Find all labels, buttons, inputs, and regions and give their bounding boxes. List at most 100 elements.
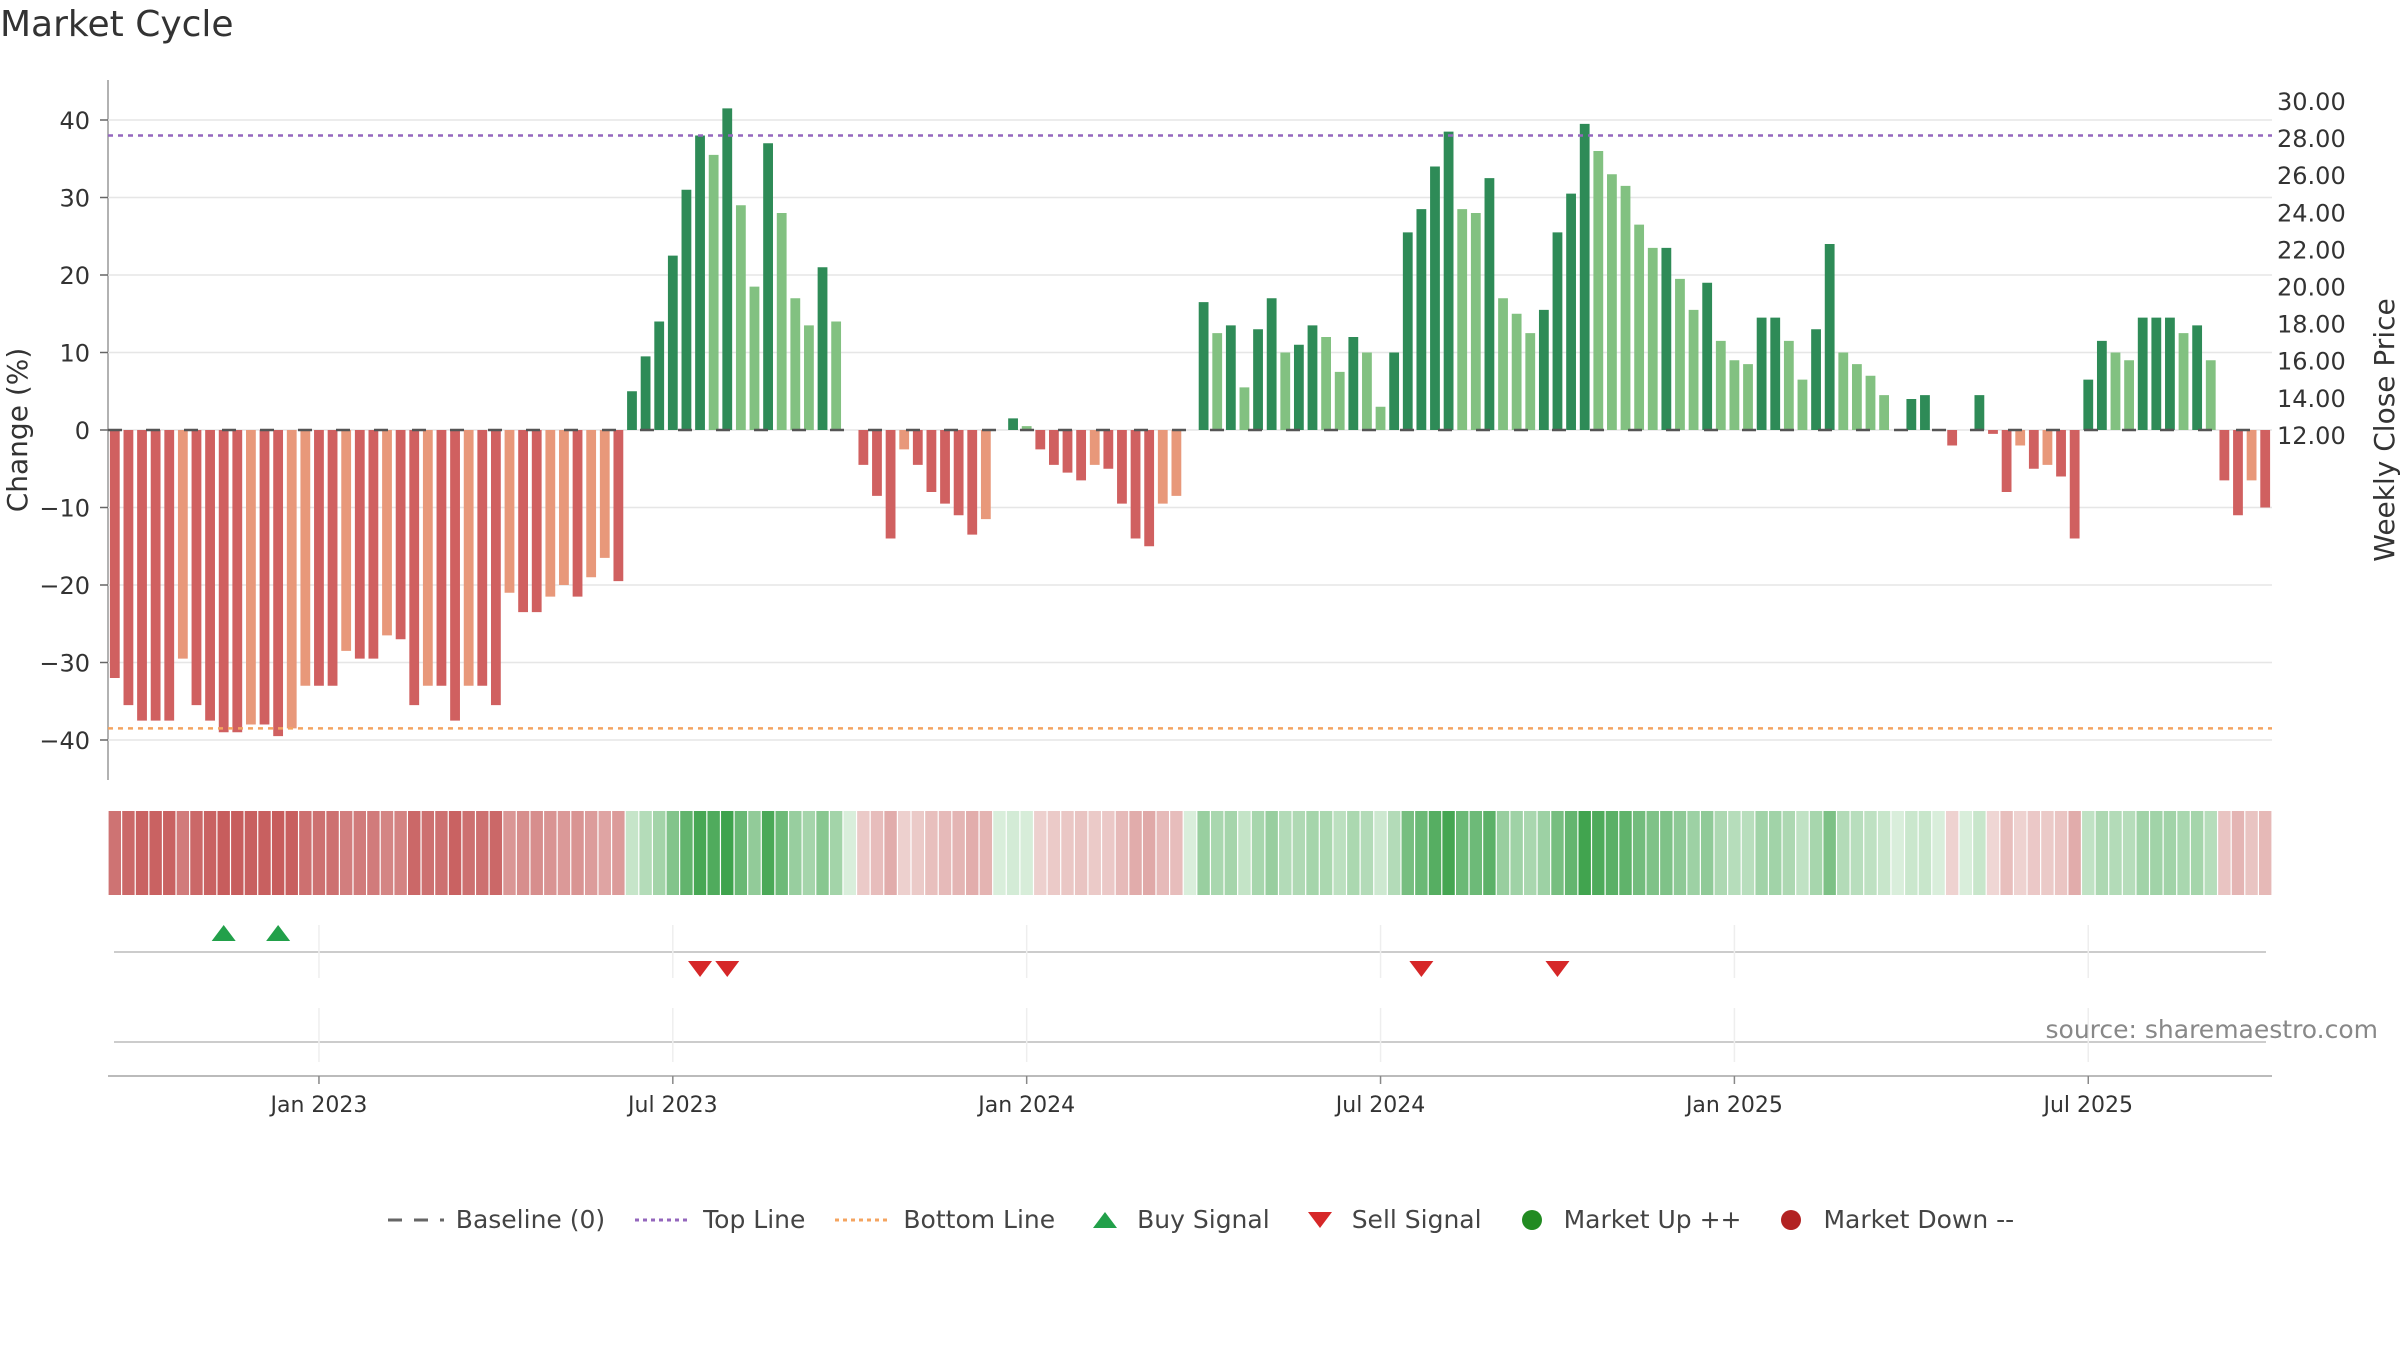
heat-cell [816,811,829,895]
bar [1266,298,1277,430]
bar [749,286,760,430]
heat-cell [1973,811,1986,895]
y-tick-label: 20 [59,262,90,290]
bar [599,430,610,558]
bar [735,205,746,430]
green-dot-icon [1521,1209,1542,1230]
bar [477,430,488,686]
heat-cell [135,811,149,895]
y2-tick-label: 22.00 [2277,236,2346,264]
heat-cell [2245,811,2258,895]
heat-cell [421,811,435,895]
bar [218,430,229,733]
legend-label: Bottom Line [903,1205,1056,1234]
heat-cell [1279,811,1292,895]
heat-cell [544,811,557,895]
bar [490,430,501,706]
heat-cell [1551,811,1564,895]
bar [1988,430,1998,434]
legend-item-buy-signal[interactable]: Buy Signal [1083,1205,1270,1234]
bar [1157,430,1168,504]
bar [1756,317,1767,430]
y-tick-label: −40 [39,727,90,755]
heat-cell [2150,811,2163,895]
heat-cell [2258,811,2272,895]
bar [1879,395,1890,430]
bar [1498,298,1508,430]
bar [790,298,801,430]
sell-signal-marker [1409,961,1434,977]
bar [2001,430,2012,492]
y2-tick-label: 24.00 [2277,199,2346,227]
bar [2246,430,2257,481]
x-tick-label: Jul 2024 [1334,1093,1426,1118]
bar [1362,352,1372,430]
heat-cell [966,811,979,895]
bar [722,108,733,430]
bar [640,356,651,430]
bar [763,143,773,430]
bar [1416,209,1427,430]
legend-label: Market Up ++ [1563,1205,1742,1234]
bar [1552,232,1563,430]
bar [286,430,297,729]
heat-cell [1401,811,1414,895]
source-credit: source: sharemaestro.com [2045,1015,2379,1044]
heat-cell [1074,811,1088,895]
heat-cell [530,811,543,895]
heat-cell [1020,811,1033,895]
legend-item-top-line[interactable]: Top Line [633,1205,805,1234]
heat-cell [1537,811,1551,895]
heat-cell [435,811,448,895]
legend-label: Market Down -- [1823,1205,2015,1234]
bar [341,430,352,651]
bar [667,255,678,430]
heat-cell [1932,811,1945,895]
heat-cell [775,811,788,895]
heat-cell [2109,811,2122,895]
bar [1470,213,1481,430]
buy-signal-marker [211,925,236,941]
heat-cell [557,811,571,895]
bar [1593,151,1604,430]
heat-cell [163,811,176,895]
bar [450,430,460,721]
bar [1634,224,1645,430]
bar [382,430,392,636]
y-tick-label: 0 [75,417,90,445]
bar [1607,174,1617,430]
heat-cell [1142,811,1156,895]
legend-item-market-up[interactable]: Market Up ++ [1510,1205,1742,1234]
heat-cell [1782,811,1796,895]
heat-cell [1619,811,1632,895]
heat-cell [1605,811,1619,895]
bar [2137,317,2148,430]
heat-cell [217,811,230,895]
legend-item-bottom-line[interactable]: Bottom Line [833,1205,1055,1234]
heat-cell [1211,811,1224,895]
y2-tick-label: 14.00 [2277,385,2346,413]
legend-item-market-down[interactable]: Market Down -- [1769,1205,2014,1234]
heat-cell [312,811,326,895]
bar [150,430,161,721]
heat-cell [122,811,135,895]
bar [2205,360,2216,430]
heat-cell [339,811,353,895]
y2-tick-label: 26.00 [2277,162,2346,190]
bar [1048,430,1059,465]
legend-item-sell-signal[interactable]: Sell Signal [1298,1205,1482,1234]
bar [1062,430,1073,473]
legend-item-baseline[interactable]: Baseline (0) [386,1205,605,1234]
x-tick-label: Jan 2025 [1684,1093,1783,1118]
heat-cell [1918,811,1932,895]
heat-cell [693,811,707,895]
bar [395,430,406,640]
heat-cell [1415,811,1428,895]
heat-cell [829,811,843,895]
y-tick-label: 40 [59,107,90,135]
bar [885,430,896,539]
bar [1117,430,1127,504]
heat-cell [1319,811,1333,895]
triangle-up-icon [1093,1211,1118,1228]
bar [327,430,338,686]
